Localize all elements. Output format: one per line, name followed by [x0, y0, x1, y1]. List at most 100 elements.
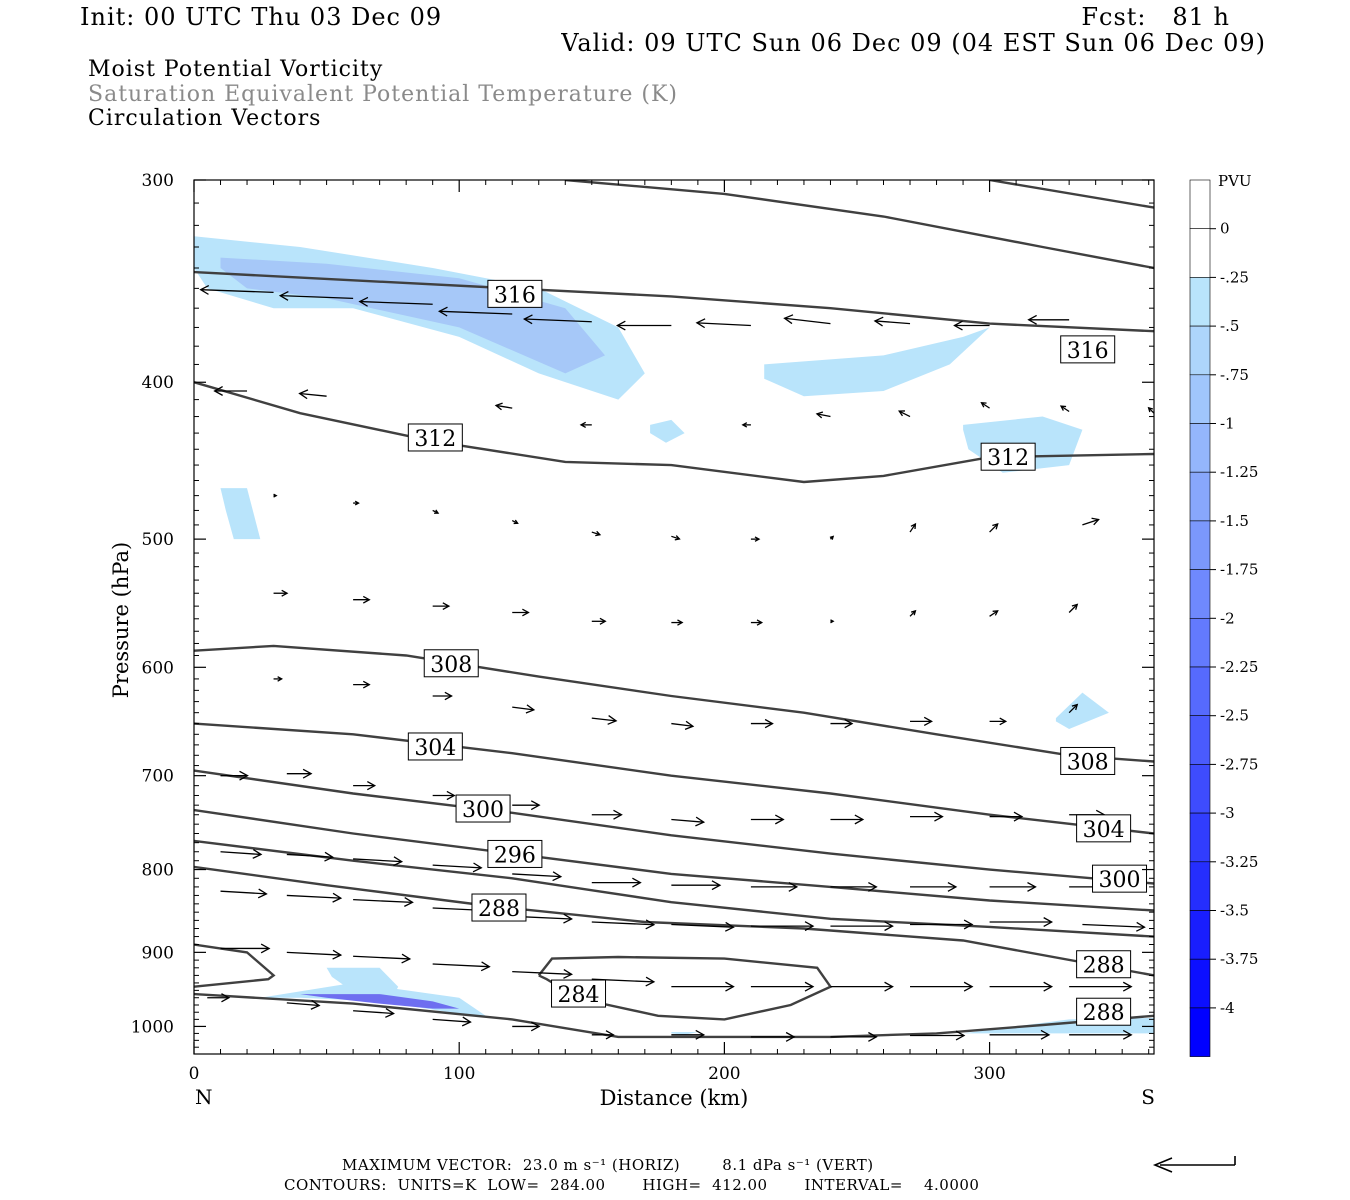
field-title-vectors: Circulation Vectors	[88, 106, 322, 131]
circulation-vector	[898, 410, 911, 418]
circulation-vector	[783, 314, 831, 325]
circulation-vector	[1069, 981, 1133, 992]
circulation-vector	[220, 943, 271, 954]
thetae-contour	[194, 722, 1154, 835]
circulation-vector	[437, 306, 513, 317]
y-tick-label: 600	[142, 658, 174, 678]
circulation-vector	[273, 589, 289, 597]
circulation-vector	[830, 981, 894, 992]
contour-label: 300	[455, 794, 511, 823]
circulation-vector	[750, 921, 815, 932]
contour-label: 312	[407, 423, 463, 452]
contour-label: 308	[1060, 746, 1116, 775]
circulation-vector	[286, 768, 313, 779]
circulation-vector	[910, 881, 958, 892]
circulation-vector	[1068, 703, 1079, 714]
colorbar-swatch	[1189, 715, 1211, 765]
svg-text:300: 300	[1099, 868, 1141, 893]
x-tick-label: 100	[443, 1064, 475, 1084]
circulation-vector	[910, 981, 974, 992]
y-tick-label: 700	[142, 767, 174, 787]
contour-label: 312	[980, 442, 1036, 471]
circulation-vector	[522, 314, 592, 325]
circulation-vector	[873, 316, 911, 327]
colorbar-label: -.25	[1220, 268, 1249, 286]
circulation-vector	[579, 421, 592, 429]
circulation-vector	[512, 704, 536, 714]
thetae-contour	[194, 992, 1154, 1039]
field-title-pv: Moist Potential Vorticity	[88, 57, 384, 82]
circulation-vector	[512, 871, 563, 882]
pv-region	[300, 994, 460, 1009]
circulation-vector	[750, 718, 774, 729]
colorbar-label: -4	[1220, 999, 1235, 1017]
colorbar-label: -2	[1220, 609, 1235, 627]
colorbar-label: -1.75	[1220, 561, 1258, 579]
circulation-vector	[220, 888, 268, 899]
contour-label: 288	[1076, 997, 1132, 1026]
circulation-vector	[1147, 406, 1154, 414]
circulation-vector	[829, 535, 835, 540]
circulation-vector	[591, 919, 656, 930]
y-tick-label: 900	[142, 943, 174, 963]
circulation-vector	[980, 401, 990, 409]
circulation-vector	[591, 617, 607, 625]
circulation-vector	[213, 386, 248, 396]
field-title-thetae: Saturation Equivalent Potential Temperat…	[88, 82, 678, 107]
colorbar-label: -1.25	[1220, 463, 1258, 481]
circulation-vector	[432, 790, 456, 801]
colorbar-swatch	[1189, 423, 1211, 473]
colorbar-swatch	[1189, 471, 1211, 522]
circulation-vector	[989, 917, 1054, 927]
colorbar-label: -3.5	[1220, 902, 1249, 920]
circulation-vector	[432, 1016, 472, 1027]
circulation-vector	[671, 720, 695, 731]
init-time: Init: 00 UTC Thu 03 Dec 09	[80, 3, 443, 31]
circulation-vector	[989, 523, 999, 533]
circulation-vector	[750, 981, 815, 992]
colorbar-swatch	[1189, 861, 1211, 911]
circulation-vector	[815, 411, 831, 419]
circulation-vector	[278, 290, 354, 301]
thetae-contour	[194, 808, 1154, 912]
circulation-vector	[512, 1021, 541, 1032]
circulation-vector	[750, 1031, 796, 1042]
circulation-vector	[910, 1030, 966, 1041]
circulation-vector	[511, 519, 519, 525]
y-axis-label: Pressure (hPa)	[109, 542, 133, 698]
colorbar-label: -3	[1220, 804, 1235, 822]
circulation-vector	[298, 389, 327, 400]
circulation-vector	[512, 800, 541, 811]
x-end-label-north: N	[195, 1085, 213, 1109]
svg-text:300: 300	[462, 798, 504, 823]
circulation-vector	[1069, 1029, 1133, 1040]
forecast-hour: Fcst: 81 h	[1081, 3, 1230, 31]
contour-label: 304	[407, 732, 463, 761]
y-tick-label: 300	[142, 171, 174, 191]
footer-contours: CONTOURS: UNITS=K LOW= 284.00 HIGH= 412.…	[284, 1176, 980, 1194]
circulation-vector	[220, 770, 249, 781]
circulation-vector	[286, 999, 321, 1010]
colorbar-swatch	[1189, 277, 1211, 327]
pv-region	[1055, 692, 1109, 729]
svg-text:312: 312	[414, 427, 456, 452]
circulation-vector	[909, 609, 917, 617]
circulation-vector	[830, 814, 865, 825]
circulation-vector	[353, 500, 360, 506]
circulation-vector	[512, 969, 573, 979]
thetae-contour	[194, 644, 1154, 763]
y-tick-label: 800	[142, 861, 174, 881]
svg-text:296: 296	[494, 843, 536, 868]
colorbar-swatch	[1189, 764, 1211, 814]
colorbar-label: -1	[1220, 415, 1235, 433]
circulation-vector	[1082, 921, 1146, 932]
svg-text:304: 304	[1083, 818, 1125, 843]
contour-label: 296	[487, 839, 543, 868]
svg-text:312: 312	[987, 446, 1029, 471]
circulation-vector	[353, 953, 412, 964]
circulation-vector	[989, 981, 1054, 992]
circulation-vector	[989, 811, 1024, 822]
contour-label: 316	[487, 279, 543, 308]
circulation-vector	[353, 595, 371, 604]
colorbar-swatch	[1189, 812, 1211, 863]
